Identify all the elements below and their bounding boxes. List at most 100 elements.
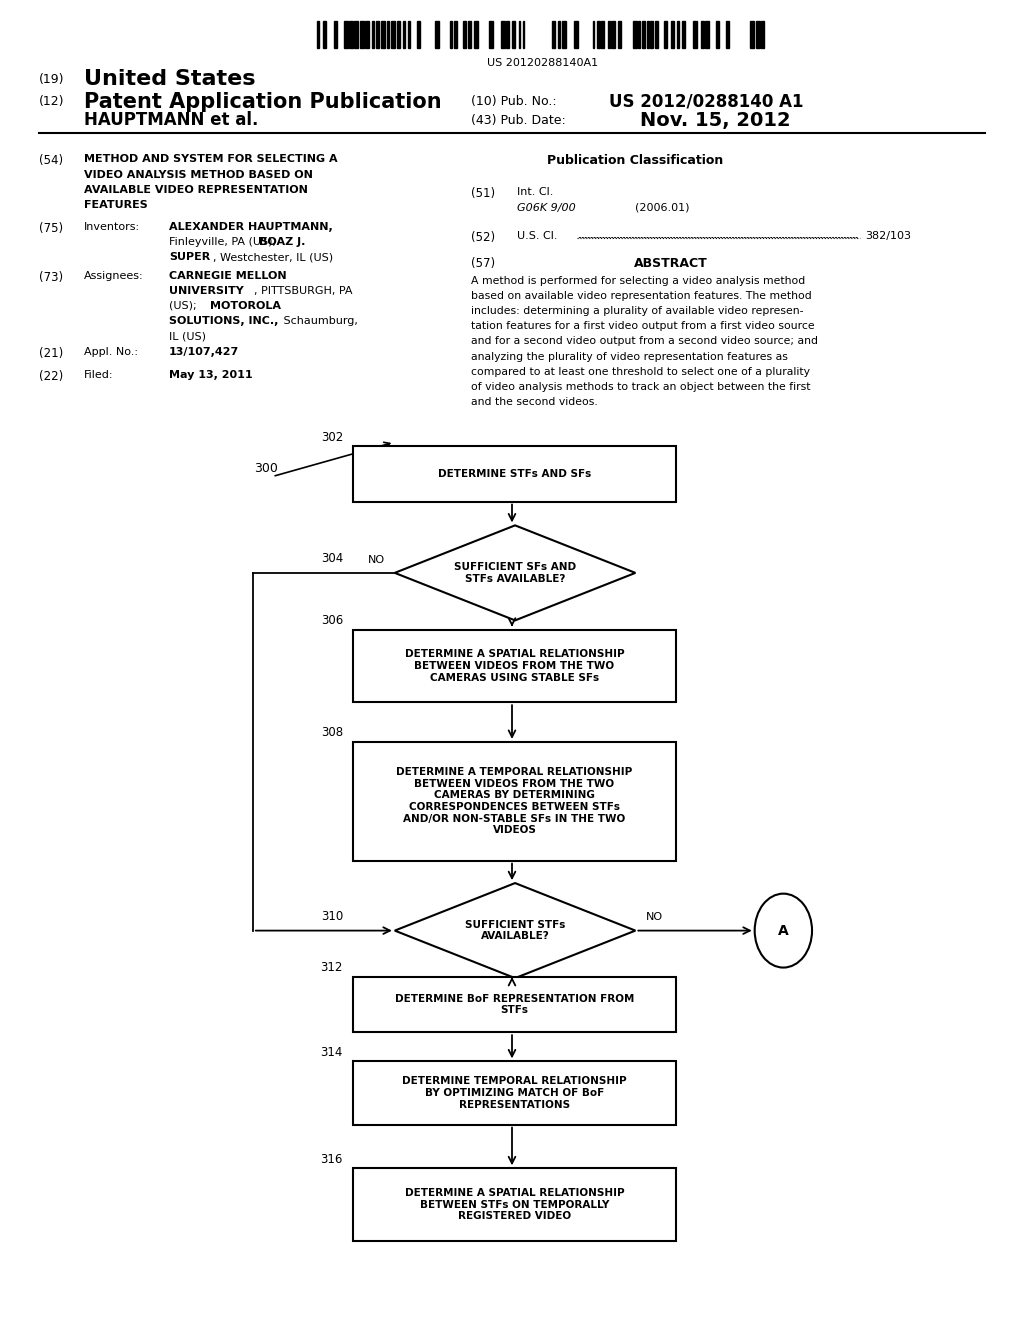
Bar: [706, 21, 709, 48]
Bar: [488, 21, 493, 48]
Text: (2006.01): (2006.01): [635, 202, 689, 213]
Bar: [558, 21, 560, 48]
Text: VIDEO ANALYSIS METHOD BASED ON: VIDEO ANALYSIS METHOD BASED ON: [84, 169, 313, 180]
Bar: [455, 21, 457, 48]
Text: (22): (22): [39, 370, 63, 383]
Bar: [650, 21, 653, 48]
Text: 304: 304: [321, 552, 343, 565]
Text: AVAILABLE VIDEO REPRESENTATION: AVAILABLE VIDEO REPRESENTATION: [84, 185, 308, 195]
Text: 306: 306: [321, 614, 343, 627]
Text: 13/107,427: 13/107,427: [169, 347, 240, 358]
Text: A: A: [778, 924, 788, 937]
Polygon shape: [395, 883, 635, 978]
Bar: [354, 21, 358, 48]
Bar: [344, 21, 347, 48]
Bar: [682, 21, 685, 48]
Bar: [519, 21, 520, 48]
Text: NO: NO: [646, 912, 663, 923]
Bar: [751, 21, 754, 48]
Text: US 2012/0288140 A1: US 2012/0288140 A1: [609, 92, 804, 111]
Text: BOAZ J.: BOAZ J.: [259, 238, 305, 247]
Bar: [671, 21, 674, 48]
Text: 308: 308: [321, 726, 343, 739]
Bar: [317, 21, 319, 48]
Text: MOTOROLA: MOTOROLA: [210, 301, 281, 312]
Text: ALEXANDER HAUPTMANN,: ALEXANDER HAUPTMANN,: [169, 222, 333, 232]
Bar: [617, 21, 622, 48]
Bar: [387, 21, 389, 48]
Text: Schaumburg,: Schaumburg,: [280, 315, 357, 326]
Text: (19): (19): [39, 73, 65, 86]
Text: Inventors:: Inventors:: [84, 222, 140, 232]
Bar: [665, 21, 667, 48]
Text: (52): (52): [471, 231, 496, 244]
Text: (12): (12): [39, 95, 65, 108]
Bar: [761, 21, 764, 48]
Bar: [552, 21, 555, 48]
Bar: [642, 21, 645, 48]
Text: (43) Pub. Date:: (43) Pub. Date:: [471, 114, 566, 127]
Bar: [757, 21, 760, 48]
Text: DETERMINE A TEMPORAL RELATIONSHIP
BETWEEN VIDEOS FROM THE TWO
CAMERAS BY DETERMI: DETERMINE A TEMPORAL RELATIONSHIP BETWEE…: [396, 767, 633, 836]
Text: compared to at least one threshold to select one of a plurality: compared to at least one threshold to se…: [471, 367, 810, 376]
Bar: [402, 21, 404, 48]
Text: DETERMINE BoF REPRESENTATION FROM
STFs: DETERMINE BoF REPRESENTATION FROM STFs: [395, 994, 634, 1015]
Text: Filed:: Filed:: [84, 370, 114, 380]
Text: NO: NO: [368, 554, 385, 565]
Text: tation features for a first video output from a first video source: tation features for a first video output…: [471, 321, 815, 331]
Bar: [608, 21, 610, 48]
Text: 316: 316: [321, 1152, 343, 1166]
Text: G06K 9/00: G06K 9/00: [517, 202, 575, 213]
Bar: [349, 21, 353, 48]
Bar: [474, 21, 477, 48]
Bar: [593, 21, 594, 48]
Text: (21): (21): [39, 347, 63, 360]
Text: Publication Classification: Publication Classification: [547, 154, 723, 168]
Bar: [435, 21, 439, 48]
Text: DETERMINE A SPATIAL RELATIONSHIP
BETWEEN VIDEOS FROM THE TWO
CAMERAS USING STABL: DETERMINE A SPATIAL RELATIONSHIP BETWEEN…: [404, 649, 625, 682]
Text: of video analysis methods to track an object between the first: of video analysis methods to track an ob…: [471, 381, 811, 392]
Bar: [372, 21, 374, 48]
Text: , Westchester, IL (US): , Westchester, IL (US): [213, 252, 333, 263]
Text: YES: YES: [527, 631, 548, 642]
Text: 310: 310: [321, 909, 343, 923]
Text: Finleyville, PA (US);: Finleyville, PA (US);: [169, 238, 280, 247]
Text: 302: 302: [321, 430, 343, 444]
Bar: [450, 21, 452, 48]
Text: METHOD AND SYSTEM FOR SELECTING A: METHOD AND SYSTEM FOR SELECTING A: [84, 154, 338, 165]
Bar: [611, 21, 615, 48]
Text: DETERMINE STFs AND SFs: DETERMINE STFs AND SFs: [438, 469, 591, 479]
Bar: [597, 21, 600, 48]
Text: Nov. 15, 2012: Nov. 15, 2012: [640, 111, 791, 129]
Bar: [353, 1061, 676, 1125]
Text: (75): (75): [39, 222, 63, 235]
Bar: [417, 21, 421, 48]
Bar: [638, 21, 640, 48]
Bar: [391, 21, 394, 48]
Bar: [562, 21, 566, 48]
Text: Assignees:: Assignees:: [84, 271, 143, 281]
Bar: [574, 21, 578, 48]
Text: and the second videos.: and the second videos.: [471, 397, 598, 407]
Text: UNIVERSITY: UNIVERSITY: [169, 286, 244, 296]
Text: SUFFICIENT STFs
AVAILABLE?: SUFFICIENT STFs AVAILABLE?: [465, 920, 565, 941]
Text: DETERMINE TEMPORAL RELATIONSHIP
BY OPTIMIZING MATCH OF BoF
REPRESENTATIONS: DETERMINE TEMPORAL RELATIONSHIP BY OPTIM…: [402, 1076, 627, 1110]
Bar: [366, 21, 369, 48]
Bar: [512, 21, 515, 48]
Text: DETERMINE A SPATIAL RELATIONSHIP
BETWEEN STFs ON TEMPORALLY
REGISTERED VIDEO: DETERMINE A SPATIAL RELATIONSHIP BETWEEN…: [404, 1188, 625, 1221]
Bar: [468, 21, 471, 48]
Bar: [334, 21, 337, 48]
Text: (73): (73): [39, 271, 63, 284]
Bar: [701, 21, 705, 48]
Text: CARNEGIE MELLON: CARNEGIE MELLON: [169, 271, 287, 281]
Text: 312: 312: [321, 961, 343, 974]
Text: U.S. Cl.: U.S. Cl.: [517, 231, 561, 242]
Text: Int. Cl.: Int. Cl.: [517, 187, 554, 198]
Bar: [506, 21, 509, 48]
Bar: [502, 21, 505, 48]
Bar: [360, 21, 364, 48]
Bar: [353, 977, 676, 1032]
Bar: [381, 21, 385, 48]
Bar: [693, 21, 697, 48]
Bar: [726, 21, 729, 48]
